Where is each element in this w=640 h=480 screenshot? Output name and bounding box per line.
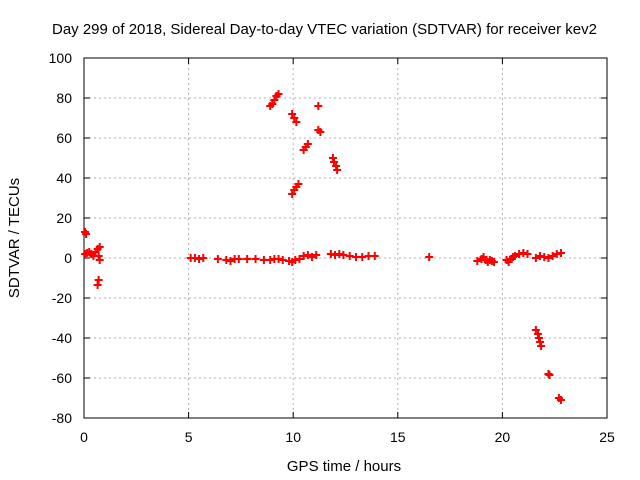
data-point <box>295 255 304 263</box>
grid <box>84 58 607 418</box>
plot-area <box>83 57 608 419</box>
data-point <box>292 118 301 126</box>
y-tick-label: -20 <box>52 290 72 306</box>
data-point <box>294 180 303 188</box>
x-tick-label: 25 <box>599 429 615 445</box>
y-tick-label: 60 <box>56 130 72 146</box>
y-tick-label: -40 <box>52 330 72 346</box>
data-point <box>556 249 565 257</box>
data-point <box>95 243 104 251</box>
data-point <box>332 162 341 170</box>
x-tick-label: 0 <box>80 429 88 445</box>
data-point <box>94 276 103 284</box>
y-tick-label: 20 <box>56 210 72 226</box>
data-point <box>533 330 542 338</box>
x-tick-label: 5 <box>185 429 193 445</box>
y-axis-title: SDTVAR / TECUs <box>6 178 23 298</box>
data-point <box>226 257 235 265</box>
chart-title: Day 299 of 2018, Sidereal Day-to-day VTE… <box>52 21 597 38</box>
y-tick-label: 0 <box>64 250 72 266</box>
data-point <box>82 230 91 238</box>
y-tick-label: -60 <box>52 370 72 386</box>
data-point <box>303 251 312 259</box>
data-point <box>370 252 379 260</box>
y-axis: -80 -60 -40 -20 0 20 40 60 80 100 <box>49 50 607 426</box>
data-point <box>537 342 546 350</box>
data-point <box>308 253 317 261</box>
data-point <box>333 166 342 174</box>
data-point <box>95 256 104 264</box>
x-tick-label: 15 <box>390 429 406 445</box>
data-point <box>548 252 557 260</box>
data-point <box>93 281 102 289</box>
data-point <box>328 154 337 162</box>
data-point <box>213 255 222 263</box>
x-axis: 0 5 10 15 20 25 <box>80 58 615 445</box>
data-point <box>536 338 545 346</box>
data-point <box>490 258 499 266</box>
data-point <box>274 90 283 98</box>
data-point <box>234 255 243 263</box>
data-point <box>523 250 532 258</box>
x-tick-label: 20 <box>495 429 511 445</box>
data-point <box>545 371 554 379</box>
y-tick-label: 80 <box>56 90 72 106</box>
data-point <box>243 255 252 263</box>
data-point <box>312 251 321 259</box>
y-tick-label: 100 <box>49 50 73 66</box>
data-point <box>316 128 325 136</box>
data-point <box>303 140 312 148</box>
data-point <box>531 254 540 262</box>
data-point <box>556 396 565 404</box>
data-point <box>473 257 482 265</box>
x-axis-title: GPS time / hours <box>287 458 401 475</box>
x-tick-label: 10 <box>285 429 301 445</box>
data-series-sdtvar <box>81 90 565 404</box>
data-point <box>94 252 103 260</box>
data-point <box>510 252 519 260</box>
data-point <box>314 102 323 110</box>
data-point <box>535 334 544 342</box>
y-tick-label: -80 <box>52 410 72 426</box>
data-point <box>251 255 260 263</box>
data-point <box>544 254 553 262</box>
data-point <box>199 254 208 262</box>
data-point <box>425 253 434 261</box>
y-tick-label: 40 <box>56 170 72 186</box>
